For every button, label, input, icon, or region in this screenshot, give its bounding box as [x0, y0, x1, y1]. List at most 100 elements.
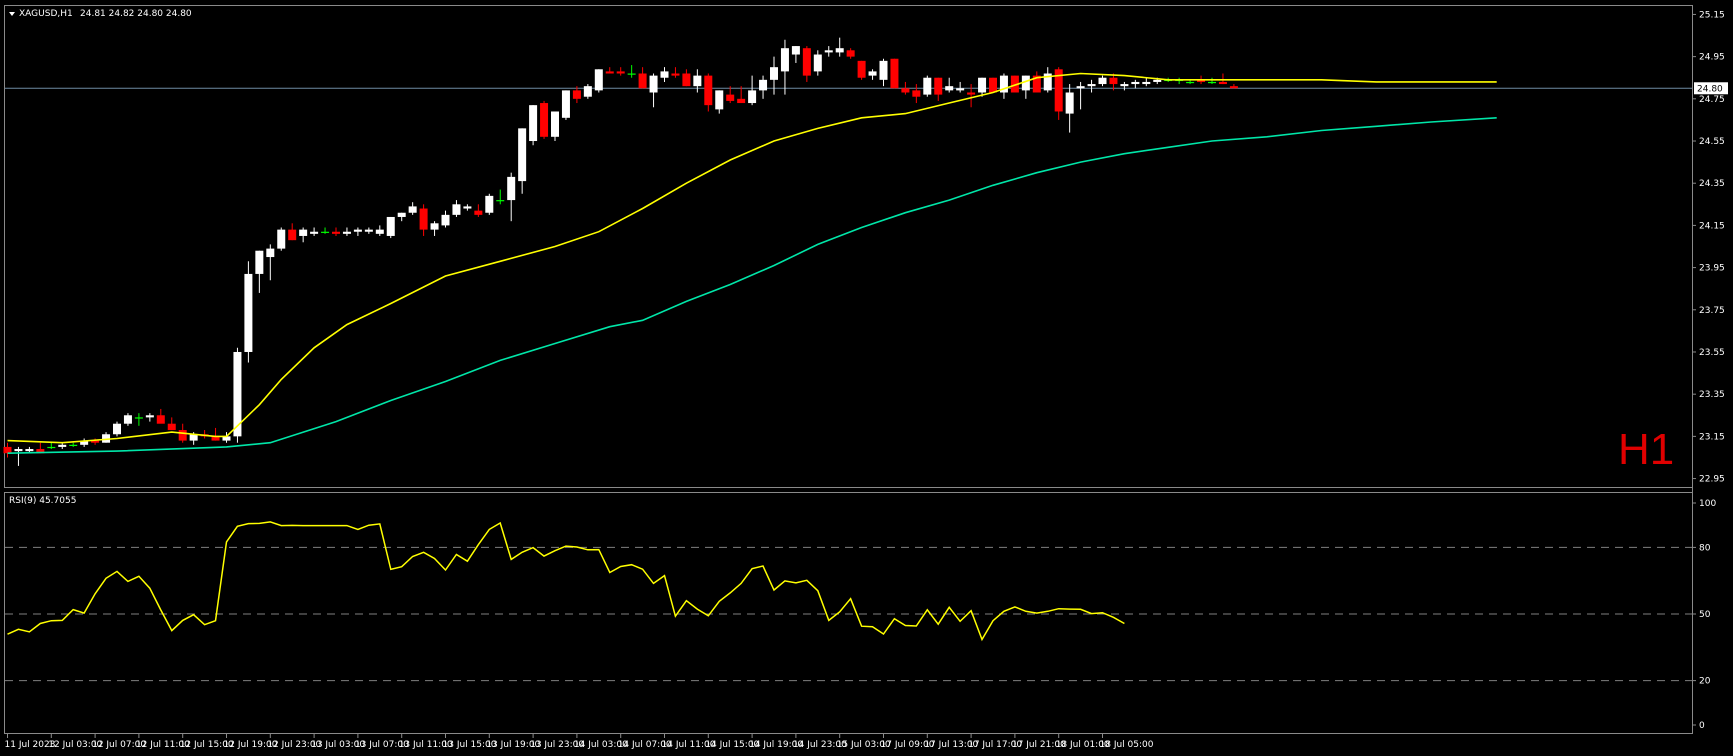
- time-tick-label: 14 Jul 07:00: [618, 740, 672, 750]
- candle-body: [255, 250, 264, 274]
- ma-slow-line: [7, 117, 1497, 454]
- candle-body: [1109, 77, 1118, 85]
- candle-body: [529, 105, 538, 142]
- time-tick-label: 14 Jul 03:00: [574, 740, 628, 750]
- price-tick-label: 24.15: [1699, 221, 1725, 231]
- candle-body: [846, 50, 855, 57]
- candle-body: [967, 92, 976, 95]
- candle-body: [748, 90, 757, 104]
- timeframe-label: H1: [1618, 425, 1674, 474]
- time-tick-label: 13 Jul 03:00: [311, 740, 365, 750]
- candle-body: [1142, 81, 1151, 85]
- candle-body: [80, 440, 89, 445]
- candle-body: [923, 77, 932, 95]
- candle-body: [211, 436, 220, 441]
- candle-body: [1087, 84, 1096, 87]
- time-tick-label: 18 Jul 05:00: [1100, 740, 1154, 750]
- ma-fast-line: [7, 72, 1497, 444]
- candle-body: [47, 446, 56, 449]
- candle-body: [222, 436, 231, 441]
- candle-body: [1032, 75, 1041, 93]
- candle-body: [638, 73, 647, 89]
- candle-body: [1054, 69, 1063, 112]
- price-tick-label: 22.95: [1699, 475, 1725, 485]
- candle-body: [605, 71, 614, 74]
- candle-body: [178, 430, 187, 441]
- time-tick-label: 14 Jul 23:00: [793, 740, 847, 750]
- time-tick-label: 13 Jul 11:00: [399, 740, 453, 750]
- price-axis-ticks: 25.15 24.95 24.75 24.55 24.35 24.15 23.95 23.75…: [1692, 10, 1725, 485]
- candle-body: [1153, 79, 1162, 82]
- candle-body: [890, 58, 899, 89]
- candle-body: [485, 195, 494, 213]
- time-tick-label: 17 Jul 13:00: [924, 740, 978, 750]
- candle-body: [244, 273, 253, 352]
- candle-body: [507, 176, 516, 201]
- candle-body: [463, 206, 472, 209]
- time-tick-label: 14 Jul 11:00: [662, 740, 716, 750]
- candle-body: [266, 248, 275, 258]
- candle-body: [496, 200, 505, 202]
- candle-body: [868, 71, 877, 76]
- rsi-axis-ticks: 100 80 50 20 0: [1692, 499, 1716, 731]
- rsi-tick-label: 50: [1699, 610, 1711, 620]
- candle-body: [518, 128, 527, 182]
- candle-body: [901, 88, 910, 93]
- price-tick-label: 24.95: [1699, 53, 1725, 63]
- candle-body: [989, 77, 997, 93]
- price-tick-label: 24.35: [1699, 179, 1725, 189]
- candle-body: [583, 86, 592, 97]
- time-tick-label: 12 Jul 23:00: [267, 740, 321, 750]
- candle-body: [737, 98, 746, 104]
- price-tick-label: 23.75: [1699, 306, 1725, 316]
- candle-body: [1131, 81, 1140, 85]
- rsi-tick-label: 0: [1699, 721, 1705, 731]
- price-tick-label: 24.75: [1699, 95, 1725, 105]
- candle-body: [704, 75, 713, 106]
- candle-body: [288, 229, 297, 241]
- time-tick-label: 17 Jul 09:00: [881, 740, 935, 750]
- candle-body: [321, 231, 330, 233]
- time-tick-label: 15 Jul 03:00: [837, 740, 891, 750]
- time-tick-label: 13 Jul 19:00: [486, 740, 540, 750]
- ohlc-values: 24.81 24.82 24.80 24.80: [80, 9, 192, 19]
- candle-body: [660, 71, 669, 78]
- time-tick-label: 12 Jul 15:00: [180, 740, 234, 750]
- symbol-label: XAGUSD,H1: [19, 9, 73, 19]
- candle-body: [540, 103, 549, 137]
- candle-body: [1218, 81, 1227, 85]
- rsi-header-label: RSI(9) 45.7055: [9, 496, 76, 506]
- candle-body: [233, 351, 242, 437]
- time-tick-label: 12 Jul 07:00: [92, 740, 146, 750]
- candle-body: [299, 229, 308, 236]
- candle-body: [375, 229, 384, 234]
- candle-body: [1229, 86, 1238, 89]
- candle-body: [25, 449, 34, 452]
- candle-body: [616, 71, 625, 74]
- price-tick-label: 23.15: [1699, 432, 1725, 442]
- candle-body: [726, 94, 735, 101]
- rsi-tick-label: 80: [1699, 543, 1711, 553]
- candle-body: [1098, 77, 1107, 85]
- candle-body: [364, 229, 373, 232]
- candle-body: [682, 73, 691, 87]
- rsi-line: [7, 521, 1125, 642]
- candle-body: [999, 75, 1008, 93]
- candle-body: [342, 231, 351, 234]
- time-tick-label: 18 Jul 01:00: [1056, 740, 1110, 750]
- candle-body: [879, 60, 888, 80]
- symbol-menu-arrow-icon[interactable]: [9, 12, 15, 16]
- candle-body: [332, 231, 340, 234]
- candle-body: [912, 90, 921, 97]
- candle-body: [715, 90, 724, 110]
- candle-body: [408, 206, 417, 213]
- candle-body: [58, 444, 67, 447]
- candle-body: [572, 90, 581, 99]
- candle-body: [397, 212, 406, 217]
- candle-body: [353, 229, 362, 232]
- time-tick-label: 17 Jul 21:00: [1012, 740, 1066, 750]
- candle-body: [594, 69, 603, 91]
